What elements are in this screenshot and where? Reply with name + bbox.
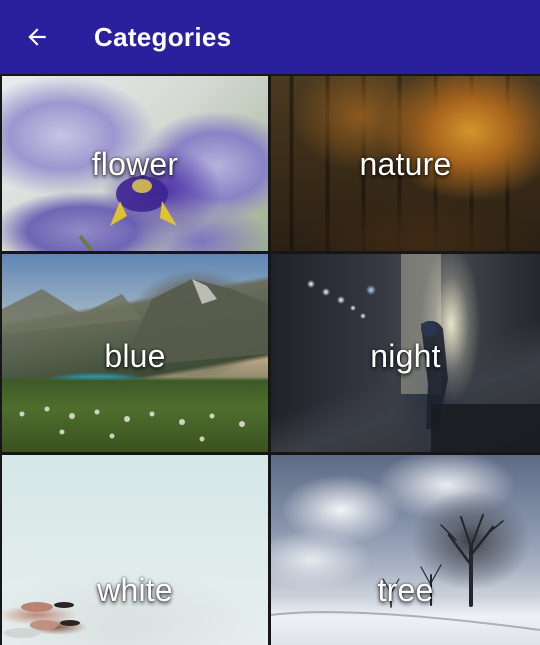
- back-button[interactable]: [0, 0, 74, 74]
- category-image: [271, 76, 540, 251]
- category-label: flower: [91, 146, 179, 182]
- app-bar: Categories: [0, 0, 540, 74]
- category-tile-tree[interactable]: tree: [271, 455, 540, 645]
- category-label: white: [97, 572, 173, 608]
- category-tile-night[interactable]: night: [271, 254, 540, 452]
- street-illustration: [401, 254, 540, 452]
- category-grid: flower nature blue night: [0, 74, 540, 645]
- category-label: nature: [359, 146, 452, 182]
- arrow-left-icon: [28, 28, 46, 46]
- category-label: tree: [377, 572, 434, 608]
- tree-illustration: [271, 514, 540, 631]
- category-tile-blue[interactable]: blue: [2, 254, 268, 452]
- page-title: Categories: [94, 21, 232, 52]
- people-illustration: [4, 602, 80, 638]
- category-tile-nature[interactable]: nature: [271, 76, 540, 251]
- mountain-illustration: [2, 279, 268, 442]
- flower-illustration: [78, 176, 177, 251]
- category-image: [2, 455, 268, 645]
- category-image: [2, 76, 268, 251]
- category-label: blue: [104, 338, 166, 374]
- category-label: night: [370, 338, 441, 374]
- category-image: [271, 455, 540, 645]
- category-tile-white[interactable]: white: [2, 455, 268, 645]
- category-tile-flower[interactable]: flower: [2, 76, 268, 251]
